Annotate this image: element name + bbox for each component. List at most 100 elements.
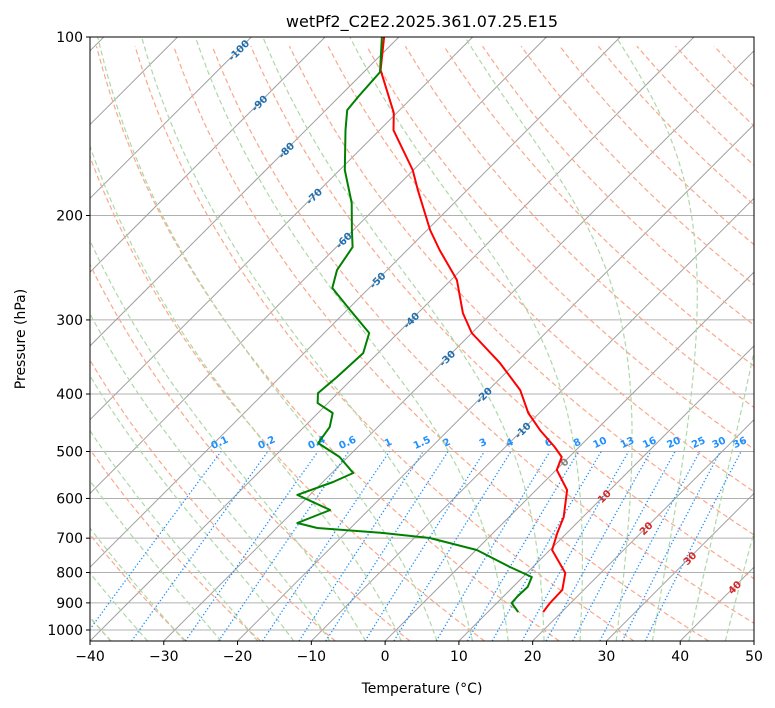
isotherm-line xyxy=(237,123,754,641)
moist-adiabats xyxy=(90,37,754,641)
y-tick-label: 600 xyxy=(56,491,83,507)
isotherm-line xyxy=(679,566,754,641)
mixing-ratio-line xyxy=(644,451,742,641)
moist-adiabat xyxy=(90,312,331,641)
mixing-ratio-line xyxy=(90,451,222,631)
isotherm-line xyxy=(90,37,621,568)
mixing-ratio-line xyxy=(393,451,512,641)
mixing-ratio-label: 1 xyxy=(383,437,394,450)
isotherm-label: -50 xyxy=(368,271,389,292)
x-tick-label: 0 xyxy=(381,649,390,665)
isotherm-label: 30 xyxy=(682,550,700,568)
moist-adiabat xyxy=(141,37,474,641)
x-tick-label: −10 xyxy=(297,649,327,665)
isotherm-label: -90 xyxy=(250,94,271,115)
x-axis: −40 −30 −20 −10 0 10 20 30 40 50 xyxy=(75,641,763,665)
y-tick-label: 400 xyxy=(56,387,83,403)
mixing-ratio-lines xyxy=(90,451,742,641)
mixing-ratio-label: 8 xyxy=(572,437,583,450)
dry-adiabat xyxy=(95,46,560,641)
plot-frame xyxy=(89,36,755,642)
mixing-ratio-label: 4 xyxy=(504,437,515,450)
isotherm-line xyxy=(90,37,400,347)
mixing-ratio-line xyxy=(521,451,630,641)
chart-title: wetPf2_C2E2.2025.361.07.25.E15 xyxy=(286,12,558,32)
mixing-ratio-label: 6 xyxy=(543,437,554,450)
moist-adiabat xyxy=(194,37,509,641)
mixing-ratio-line xyxy=(572,451,676,641)
moist-adiabat xyxy=(349,37,584,641)
dry-adiabat xyxy=(482,45,754,326)
isotherm-label: 20 xyxy=(638,520,656,538)
x-tick-label: −30 xyxy=(149,649,179,665)
y-tick-label: 800 xyxy=(56,566,83,582)
mixing-ratio-line xyxy=(298,451,424,641)
x-tick-label: −20 xyxy=(223,649,253,665)
y-tick-label: 900 xyxy=(56,596,83,612)
isotherm-label: -100 xyxy=(227,38,253,64)
y-tick-label: 700 xyxy=(56,531,83,547)
y-tick-label: 500 xyxy=(56,444,83,460)
x-axis-label: Temperature (°C) xyxy=(361,681,483,697)
dry-adiabats xyxy=(90,45,754,641)
x-tick-label: 40 xyxy=(671,649,689,665)
y-tick-label: 100 xyxy=(56,30,83,46)
isotherm-line xyxy=(606,492,754,641)
moist-adiabat xyxy=(615,37,698,641)
dewpoint-profile-line xyxy=(296,37,533,613)
isotherm-label: -10 xyxy=(513,421,534,442)
temperature-profile-line xyxy=(379,37,569,613)
isotherm-line xyxy=(532,418,754,641)
dry-adiabat xyxy=(173,45,709,641)
dry-adiabat xyxy=(90,263,411,641)
isotherm-label: -40 xyxy=(402,311,423,332)
dry-adiabat xyxy=(90,533,187,641)
moist-adiabat xyxy=(90,239,367,641)
x-tick-label: −40 xyxy=(75,649,105,665)
y-tick-label: 1000 xyxy=(47,623,83,639)
dry-adiabat xyxy=(90,448,261,641)
mixing-ratio-label: 20 xyxy=(665,435,682,451)
mixing-ratio-label: 16 xyxy=(641,435,658,451)
y-tick-label: 300 xyxy=(56,313,83,329)
x-tick-label: 20 xyxy=(524,649,542,665)
moist-adiabat xyxy=(262,37,545,641)
moist-adiabat xyxy=(90,429,259,641)
mixing-ratio-label: 25 xyxy=(690,435,707,451)
dry-adiabat xyxy=(288,45,754,536)
moist-adiabat xyxy=(464,37,633,641)
moist-adiabat xyxy=(724,530,754,641)
isotherm-label: -70 xyxy=(304,187,325,208)
mixing-ratio-label: 3 xyxy=(478,437,489,450)
x-tick-label: 30 xyxy=(598,649,616,665)
dry-adiabat xyxy=(366,45,754,450)
mixing-ratio-label: 13 xyxy=(619,435,636,451)
mixing-ratio-labels: 0.1 0.2 0.4 0.6 1 1.5 2 3 4 6 8 10 13 16 20 25 30 36 xyxy=(210,434,749,451)
y-axis: 100 200 300 400 500 600 700 800 900 1000 xyxy=(47,30,90,639)
isotherm-label: 40 xyxy=(726,579,744,597)
mixing-ratio-label: 30 xyxy=(711,435,728,451)
mixing-ratio-line xyxy=(184,451,319,641)
isotherm-line xyxy=(90,37,547,495)
isotherm-line xyxy=(753,640,754,641)
isotherm-line xyxy=(90,37,474,421)
isotherm-line xyxy=(310,197,754,641)
dry-adiabat xyxy=(250,45,754,580)
isotherm-label: -80 xyxy=(277,141,298,162)
isotherm-line xyxy=(163,50,754,641)
mixing-ratio-line xyxy=(599,451,701,641)
dry-adiabat xyxy=(752,45,754,49)
plot-area: -100-90-80-70-60-50-40-30-20-10010203040… xyxy=(90,37,754,641)
dry-adiabat xyxy=(713,45,754,88)
y-axis-label: Pressure (hPa) xyxy=(13,289,29,389)
mixing-ratio-line xyxy=(364,451,485,641)
mixing-ratio-label: 10 xyxy=(592,435,609,451)
isotherm-line xyxy=(90,37,252,200)
profiles xyxy=(296,37,569,613)
dry-adiabat xyxy=(443,45,754,367)
y-tick-label: 200 xyxy=(56,209,83,225)
isotherm-line xyxy=(458,345,754,641)
mixing-ratio-line xyxy=(435,451,551,641)
mixing-ratio-label: 0.1 xyxy=(210,434,231,451)
